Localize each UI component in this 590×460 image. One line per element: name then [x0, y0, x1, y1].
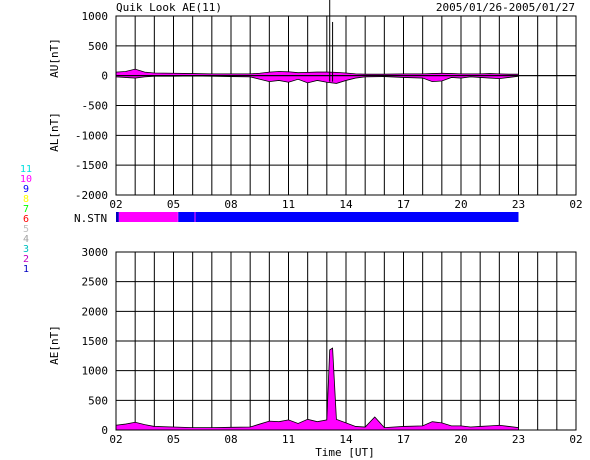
- nstn-segment: [116, 212, 119, 222]
- x-tick-label: 08: [224, 433, 237, 446]
- x-tick-label: 02: [109, 198, 122, 211]
- plot-frame: [115, 15, 577, 196]
- date-range: 2005/01/26-2005/01/27: [436, 1, 575, 14]
- series-area-ae: [115, 347, 519, 431]
- y-tick-label: 1500: [82, 335, 109, 348]
- series-area-al: [115, 75, 519, 84]
- x-tick-label: 23: [512, 198, 525, 211]
- x-tick-label: 02: [569, 433, 582, 446]
- chart-title: Quik Look AE(11): [116, 1, 222, 14]
- station-count-label: 9: [23, 184, 29, 195]
- x-tick-label: 14: [339, 433, 353, 446]
- x-tick-label: 20: [454, 433, 467, 446]
- x-axis-title: Time [UT]: [315, 446, 375, 459]
- x-tick-label: 08: [224, 198, 237, 211]
- nstn-segment: [118, 212, 178, 222]
- al-axis-label: AL[nT]: [48, 112, 61, 152]
- y-tick-label: 0: [101, 424, 108, 437]
- nstn-segment: [195, 212, 519, 222]
- station-count-label: 8: [23, 194, 29, 205]
- station-count-label: 3: [23, 244, 29, 255]
- nstn-segment: [177, 212, 179, 222]
- ae-axis-label: AE[nT]: [48, 325, 61, 365]
- y-tick-label: -500: [82, 100, 109, 113]
- station-count-label: 7: [23, 204, 29, 215]
- x-tick-label: 02: [109, 433, 122, 446]
- y-tick-label: 1000: [82, 10, 109, 23]
- x-tick-label: 23: [512, 433, 525, 446]
- x-tick-label: 02: [569, 198, 582, 211]
- y-tick-label: -1000: [75, 129, 108, 142]
- x-tick-label: 17: [397, 198, 410, 211]
- y-tick-label: 500: [88, 394, 108, 407]
- series-area-au: [115, 68, 519, 77]
- y-tick-label: 500: [88, 40, 108, 53]
- x-tick-label: 05: [167, 198, 180, 211]
- plot-frame: [115, 251, 577, 431]
- y-tick-label: -1500: [75, 159, 108, 172]
- nstn-label: N.STN: [74, 212, 107, 225]
- y-tick-label: 3000: [82, 246, 109, 259]
- y-tick-label: 0: [101, 70, 108, 83]
- x-tick-label: 05: [167, 433, 180, 446]
- station-count-label: 2: [23, 254, 29, 265]
- y-tick-label: -2000: [75, 189, 108, 202]
- nstn-segment: [194, 212, 196, 222]
- x-tick-label: 11: [282, 433, 295, 446]
- station-count-label: 4: [23, 234, 29, 245]
- station-count-label: 11: [20, 164, 32, 175]
- x-tick-label: 17: [397, 433, 410, 446]
- station-count-label: 1: [23, 264, 29, 275]
- y-tick-label: 1000: [82, 365, 109, 378]
- x-tick-label: 11: [282, 198, 295, 211]
- nstn-bar: [116, 212, 519, 222]
- y-tick-label: 2500: [82, 276, 109, 289]
- y-tick-label: 2000: [82, 305, 109, 318]
- nstn-segment: [178, 212, 195, 222]
- station-count-label: 10: [20, 174, 32, 185]
- station-count-label: 5: [23, 224, 29, 235]
- station-count-label: 6: [23, 214, 29, 225]
- au-axis-label: AU[nT]: [48, 38, 61, 78]
- x-tick-label: 20: [454, 198, 467, 211]
- x-tick-label: 14: [339, 198, 353, 211]
